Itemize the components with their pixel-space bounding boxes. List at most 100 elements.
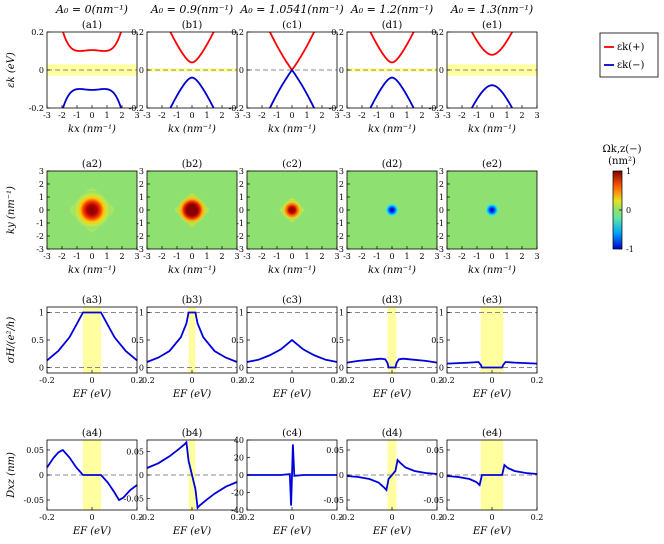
upper-band-line bbox=[169, 32, 215, 64]
y-tick-label: -3 bbox=[136, 245, 144, 254]
y-axis-label: Dxz (nm) bbox=[6, 452, 17, 499]
x-axis-label: kx (nm⁻¹) bbox=[368, 265, 416, 276]
y-tick-label: 2 bbox=[139, 180, 144, 189]
y-tick-label: -2 bbox=[136, 232, 144, 241]
y-tick-label: 3 bbox=[139, 167, 144, 176]
hall-conductivity-line bbox=[246, 338, 338, 363]
x-tick-label: -0.2 bbox=[139, 513, 154, 522]
x-axis-label: EF (eV) bbox=[372, 526, 411, 537]
panel-label-e2: (e2) bbox=[482, 159, 502, 170]
x-tick-label: 0 bbox=[89, 376, 94, 385]
dipole-line bbox=[146, 440, 238, 510]
y-tick-label: -2 bbox=[436, 232, 444, 241]
x-tick-label: -2 bbox=[358, 111, 366, 120]
y-tick-label: 1 bbox=[339, 193, 344, 202]
x-tick-label: 1 bbox=[304, 111, 309, 120]
y-tick-label: 3 bbox=[39, 167, 44, 176]
x-tick-label: 0 bbox=[89, 513, 94, 522]
x-tick-label: -1 bbox=[173, 111, 181, 120]
panel-label-e4: (e4) bbox=[482, 428, 502, 439]
x-tick-label: -2 bbox=[258, 252, 266, 261]
axes-box bbox=[346, 306, 438, 374]
x-tick-label: -3 bbox=[343, 111, 351, 120]
y-tick-label: -40 bbox=[231, 506, 244, 515]
x-tick-label: -1 bbox=[73, 252, 81, 261]
x-tick-label: -1 bbox=[273, 252, 281, 261]
y-tick-label: 40 bbox=[234, 436, 244, 445]
y-tick-label: -0.2 bbox=[29, 104, 44, 113]
upper-band-line bbox=[62, 32, 122, 52]
x-tick-label: 3 bbox=[334, 252, 339, 261]
y-tick-label: 0.5 bbox=[431, 336, 444, 345]
x-tick-label: 0 bbox=[89, 252, 94, 261]
x-tick-label: 1 bbox=[104, 111, 109, 120]
y-tick-label: 0 bbox=[39, 206, 44, 215]
x-tick-label: 0 bbox=[289, 376, 294, 385]
x-tick-label: -1 bbox=[473, 252, 481, 261]
x-axis-label: kx (nm⁻¹) bbox=[168, 265, 216, 276]
y-tick-label: 0 bbox=[39, 66, 44, 75]
x-tick-label: -0.2 bbox=[39, 376, 54, 385]
dipole-line bbox=[247, 444, 337, 506]
y-axis-label: σH/(e²/h) bbox=[6, 317, 17, 364]
panel-a1 bbox=[46, 31, 138, 109]
x-tick-label: -3 bbox=[343, 252, 351, 261]
axes-box bbox=[346, 170, 438, 250]
x-axis-label: EF (eV) bbox=[472, 526, 511, 537]
hall-conductivity-line bbox=[46, 311, 138, 362]
axes-box bbox=[46, 31, 138, 109]
x-tick-label: 0.2 bbox=[131, 513, 144, 522]
lower-band-line bbox=[369, 76, 415, 108]
y-tick-label: 0.2 bbox=[131, 28, 144, 37]
x-tick-label: 3 bbox=[434, 252, 439, 261]
panel-label-d2: (d2) bbox=[382, 159, 403, 170]
axes-box bbox=[246, 170, 338, 250]
x-tick-label: 3 bbox=[134, 252, 139, 261]
y-tick-label: 0.05 bbox=[26, 446, 44, 455]
y-tick-label: 1 bbox=[239, 309, 244, 318]
x-tick-label: -2 bbox=[358, 252, 366, 261]
lower-band-line bbox=[62, 88, 122, 108]
x-tick-label: -2 bbox=[458, 111, 466, 120]
y-tick-label: 3 bbox=[439, 167, 444, 176]
x-axis-label: EF (eV) bbox=[172, 389, 211, 400]
x-tick-label: -3 bbox=[43, 111, 51, 120]
panel-label-c1: (c1) bbox=[282, 20, 302, 31]
axes-box bbox=[446, 170, 538, 250]
axes-box bbox=[46, 170, 138, 250]
x-tick-label: 3 bbox=[534, 252, 539, 261]
x-tick-label: -0.2 bbox=[339, 376, 354, 385]
y-tick-label: 1 bbox=[439, 193, 444, 202]
x-tick-label: -0.2 bbox=[239, 376, 254, 385]
x-tick-label: 1 bbox=[504, 252, 509, 261]
y-tick-label: 20 bbox=[234, 454, 244, 463]
x-axis-label: kx (nm⁻¹) bbox=[268, 265, 316, 276]
y-tick-label: 0 bbox=[139, 66, 144, 75]
x-tick-label: -0.2 bbox=[239, 513, 254, 522]
axes-box bbox=[146, 170, 238, 250]
x-axis-label: kx (nm⁻¹) bbox=[368, 124, 416, 135]
panel-b3 bbox=[146, 307, 238, 373]
y-tick-label: -1 bbox=[36, 219, 44, 228]
x-tick-label: 0.2 bbox=[531, 376, 544, 385]
x-tick-label: 1 bbox=[104, 252, 109, 261]
y-tick-label: -1 bbox=[436, 219, 444, 228]
x-tick-label: 0.2 bbox=[331, 376, 344, 385]
axes-box bbox=[146, 31, 238, 109]
x-tick-label: 1 bbox=[404, 111, 409, 120]
panel-d3 bbox=[346, 307, 438, 373]
panel-label-a4: (a4) bbox=[82, 428, 102, 439]
x-tick-label: 0 bbox=[189, 111, 194, 120]
x-tick-label: -1 bbox=[273, 111, 281, 120]
x-tick-label: 0 bbox=[289, 513, 294, 522]
x-tick-label: 0 bbox=[289, 111, 294, 120]
y-tick-label: 2 bbox=[439, 180, 444, 189]
x-axis-label: kx (nm⁻¹) bbox=[168, 124, 216, 135]
x-axis-label: EF (eV) bbox=[472, 389, 511, 400]
header-d: A₀ = 1.2(nm⁻¹) bbox=[350, 3, 433, 16]
x-axis-label: kx (nm⁻¹) bbox=[68, 265, 116, 276]
y-tick-label: -2 bbox=[336, 232, 344, 241]
y-axis-label: εk (eV) bbox=[6, 52, 17, 88]
x-tick-label: 2 bbox=[519, 252, 524, 261]
